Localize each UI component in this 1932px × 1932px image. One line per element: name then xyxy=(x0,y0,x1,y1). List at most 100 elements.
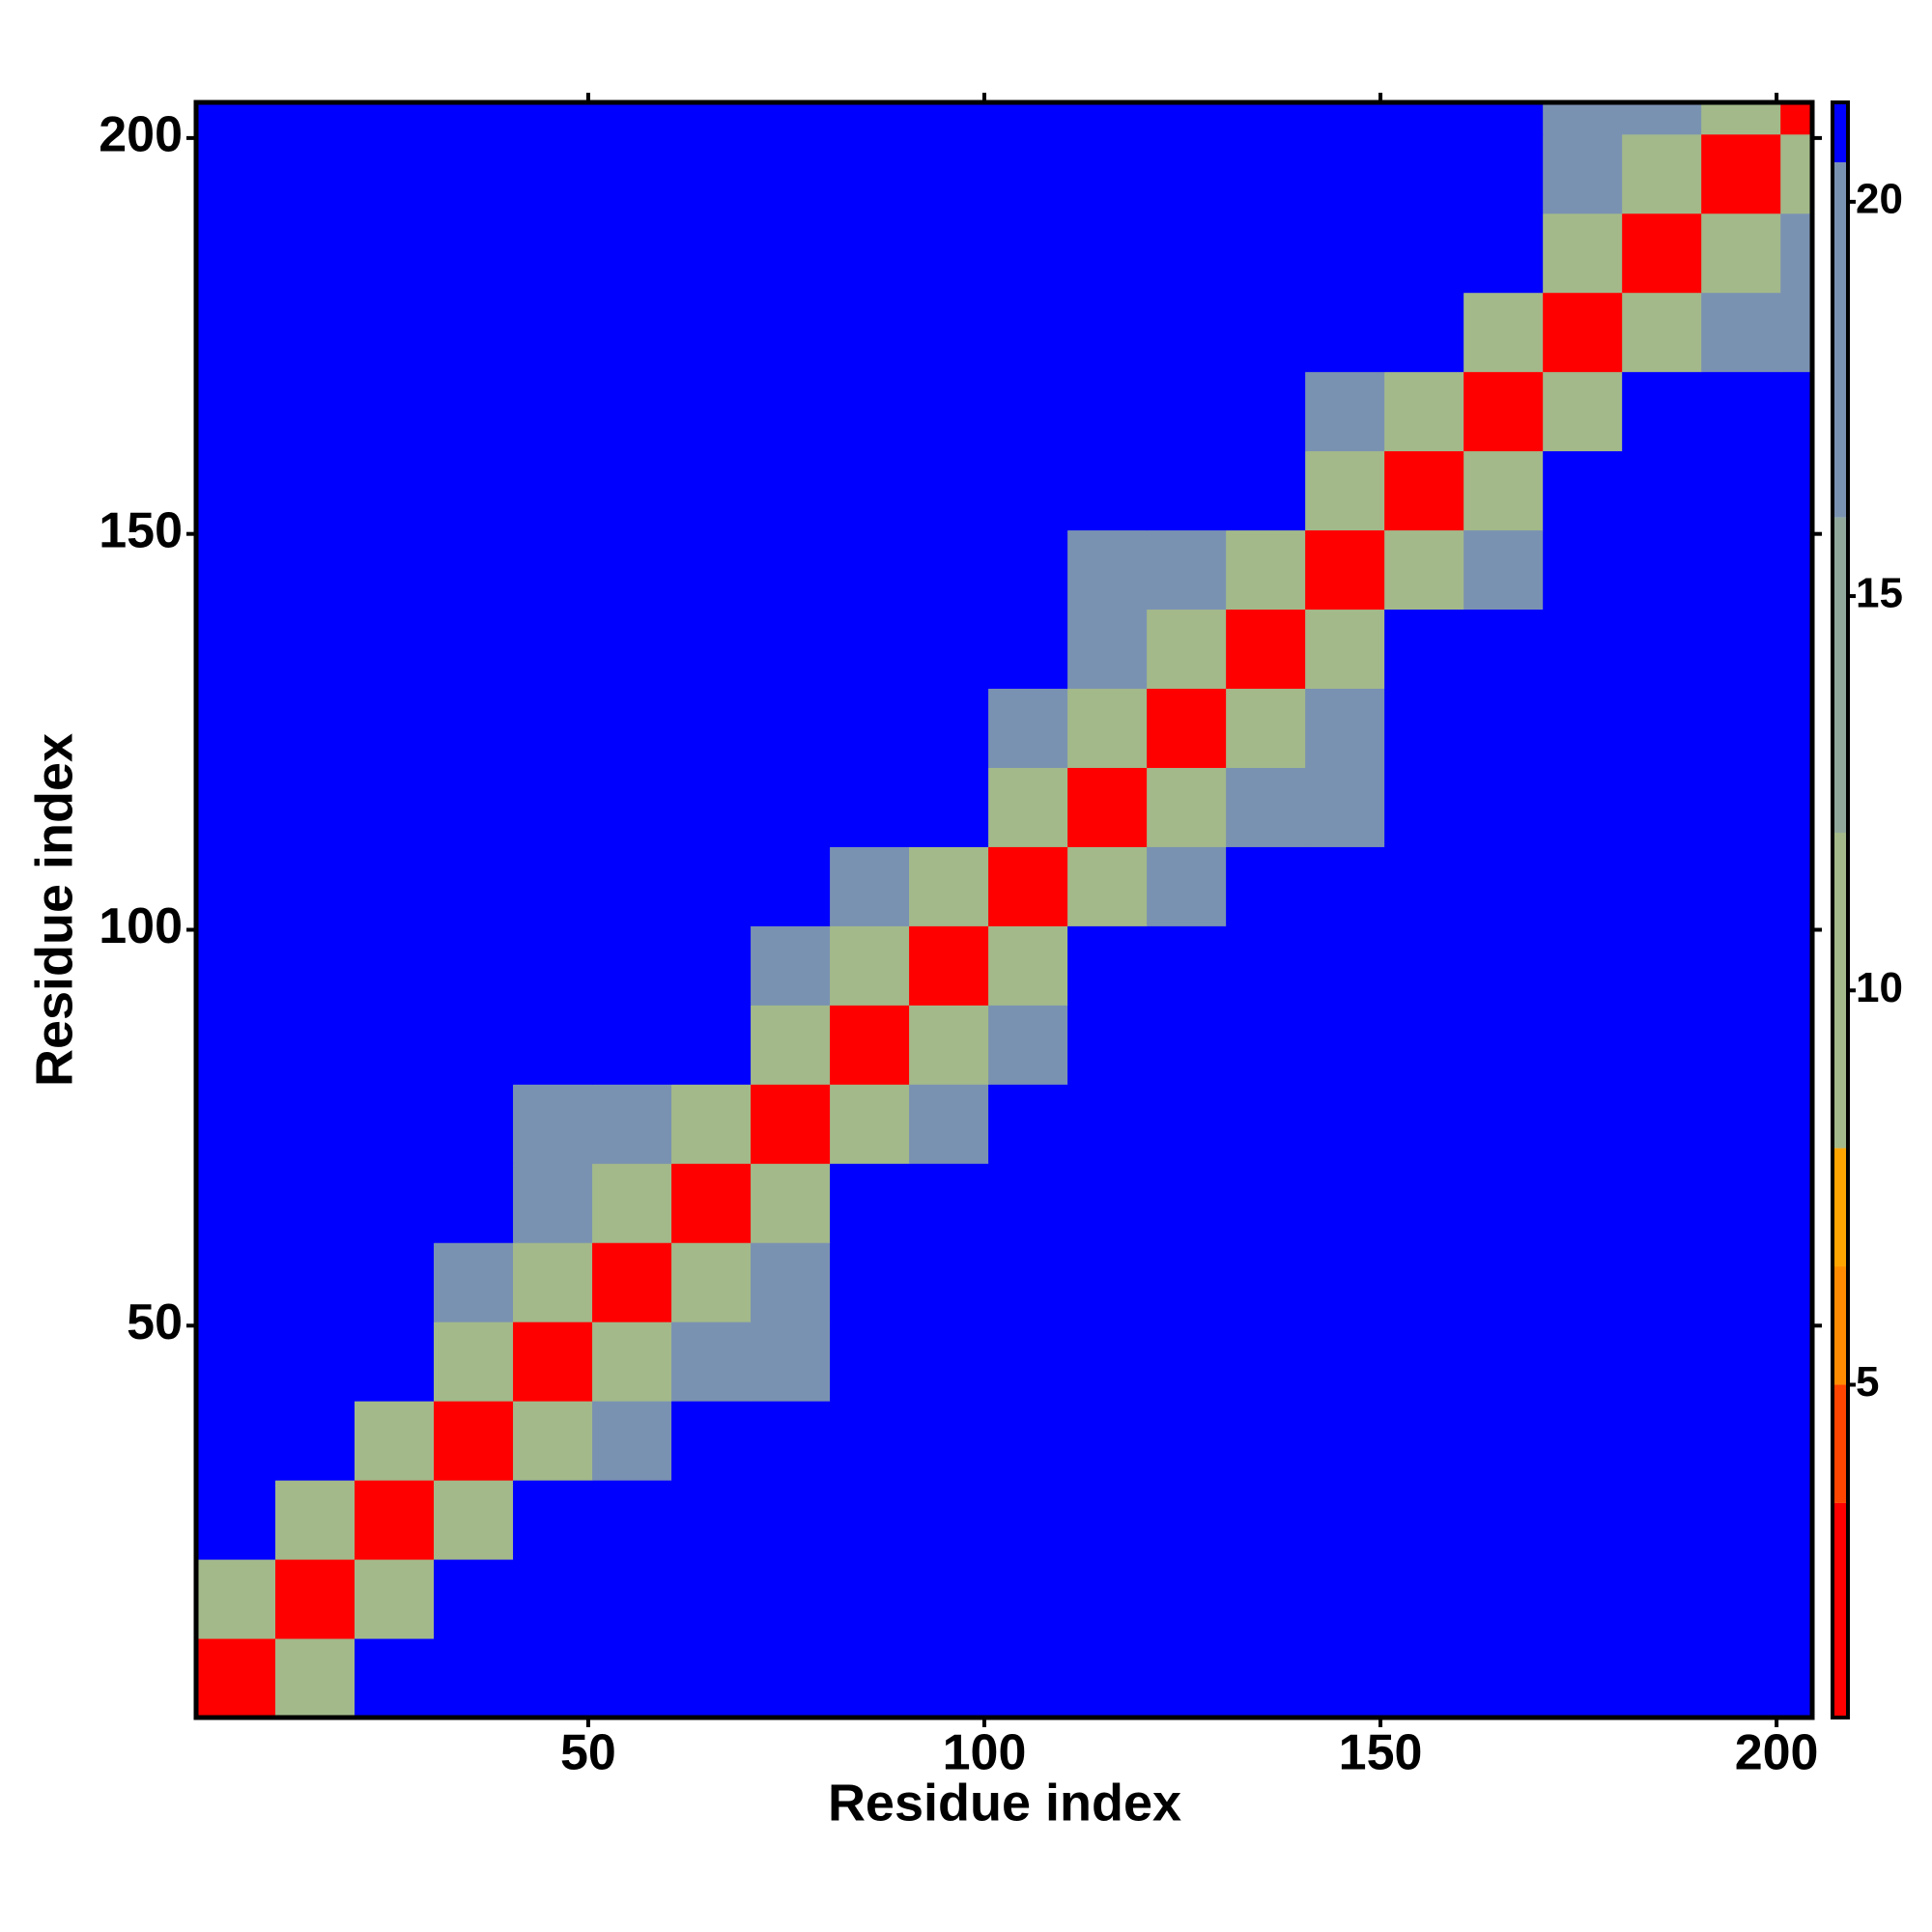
heatmap-cell xyxy=(1622,1005,1702,1085)
heatmap-cell xyxy=(671,1084,752,1164)
heatmap-cell xyxy=(1384,102,1464,135)
heatmap-cell xyxy=(1147,529,1227,611)
heatmap-cell xyxy=(1622,529,1702,611)
heatmap-cell xyxy=(988,767,1068,847)
heatmap-cell xyxy=(1701,1480,1781,1560)
heatmap-cell xyxy=(1622,102,1702,135)
heatmap-cell xyxy=(434,1163,514,1243)
heatmap-cell xyxy=(751,102,831,135)
heatmap-cell xyxy=(1147,102,1227,135)
heatmap-cell xyxy=(751,1084,831,1164)
heatmap-cell xyxy=(196,1401,276,1481)
heatmap-cell xyxy=(909,133,989,214)
heatmap-cell xyxy=(196,213,276,294)
heatmap-cell xyxy=(1543,1480,1623,1560)
heatmap-cell xyxy=(988,609,1068,690)
heatmap-cell xyxy=(1067,371,1148,452)
heatmap-cell xyxy=(1305,450,1385,531)
heatmap-cell xyxy=(1305,609,1385,690)
heatmap-cell xyxy=(1384,1321,1464,1402)
heatmap-cell xyxy=(1384,1638,1464,1719)
heatmap-cell xyxy=(434,1480,514,1560)
heatmap-cell xyxy=(1226,213,1306,294)
heatmap-cell xyxy=(988,1559,1068,1639)
heatmap-cell xyxy=(988,213,1068,294)
heatmap-cell xyxy=(988,102,1068,135)
heatmap-cell xyxy=(1384,292,1464,373)
heatmap-cell xyxy=(1463,102,1544,135)
heatmap-cell xyxy=(830,1638,910,1719)
heatmap-cell xyxy=(1543,609,1623,690)
heatmap-cell xyxy=(196,102,276,135)
heatmap-cell xyxy=(1701,529,1781,611)
heatmap-cell xyxy=(355,450,435,531)
heatmap-cell xyxy=(1543,102,1623,135)
heatmap-cell xyxy=(1226,609,1306,690)
heatmap-cell xyxy=(1543,1242,1623,1322)
heatmap-cell xyxy=(1463,609,1544,690)
heatmap-cell xyxy=(1067,292,1148,373)
heatmap-cell xyxy=(830,1401,910,1481)
heatmap-cell xyxy=(355,213,435,294)
heatmap-cell xyxy=(275,102,355,135)
heatmap-cell xyxy=(1067,102,1148,135)
heatmap-cell xyxy=(275,1401,355,1481)
heatmap-cell xyxy=(1147,1005,1227,1085)
heatmap-cell xyxy=(1622,609,1702,690)
heatmap-cell xyxy=(592,1242,672,1322)
heatmap-cell xyxy=(355,1084,435,1164)
heatmap-cell xyxy=(1780,133,1813,214)
heatmap-cell xyxy=(671,102,752,135)
heatmap-cell xyxy=(1305,1638,1385,1719)
heatmap-cell xyxy=(275,292,355,373)
heatmap-cell xyxy=(1701,1163,1781,1243)
heatmap-cell xyxy=(1701,767,1781,847)
heatmap-cell xyxy=(830,1005,910,1085)
heatmap-cell xyxy=(1305,688,1385,768)
heatmap-cell xyxy=(830,213,910,294)
heatmap-cell xyxy=(1305,1559,1385,1639)
heatmap-cell xyxy=(275,688,355,768)
heatmap-cell xyxy=(513,1005,593,1085)
heatmap-cell xyxy=(1226,1321,1306,1402)
heatmap-cell xyxy=(1622,688,1702,768)
heatmap-cell xyxy=(1622,450,1702,531)
heatmap-cell xyxy=(1226,1242,1306,1322)
heatmap-cell xyxy=(1701,1242,1781,1322)
heatmap-cell xyxy=(196,925,276,1006)
heatmap-cell xyxy=(275,609,355,690)
heatmap-cell xyxy=(1067,1638,1148,1719)
heatmap-cell xyxy=(1463,846,1544,926)
heatmap-cell xyxy=(1463,925,1544,1006)
heatmap-cell xyxy=(355,1638,435,1719)
heatmap-cell xyxy=(671,1480,752,1560)
heatmap-cell xyxy=(909,688,989,768)
heatmap-cell xyxy=(513,450,593,531)
heatmap-cell xyxy=(275,1163,355,1243)
heatmap-cell xyxy=(196,1638,276,1719)
heatmap-cell xyxy=(1226,1401,1306,1481)
heatmap-cell xyxy=(1384,1559,1464,1639)
heatmap-cell xyxy=(434,1638,514,1719)
heatmap-cell xyxy=(751,1559,831,1639)
heatmap-cell xyxy=(434,846,514,926)
heatmap-cell xyxy=(988,1005,1068,1085)
heatmap-cell xyxy=(1147,1480,1227,1560)
heatmap-cell xyxy=(751,925,831,1006)
heatmap-cell xyxy=(196,529,276,611)
heatmap-cell xyxy=(1067,1321,1148,1402)
heatmap-cell xyxy=(1384,133,1464,214)
heatmap-cell xyxy=(1226,102,1306,135)
heatmap-cell xyxy=(671,846,752,926)
heatmap-cell xyxy=(355,371,435,452)
heatmap-cell xyxy=(988,1480,1068,1560)
heatmap-cell xyxy=(1305,1480,1385,1560)
heatmap-cell xyxy=(1384,1480,1464,1560)
heatmap-cell xyxy=(1147,450,1227,531)
heatmap-cell xyxy=(355,846,435,926)
heatmap-cell xyxy=(988,529,1068,611)
heatmap-cell xyxy=(988,1401,1068,1481)
colorbar-band xyxy=(1833,1266,1848,1385)
heatmap-cell xyxy=(1226,1084,1306,1164)
heatmap-cell xyxy=(1305,1321,1385,1402)
